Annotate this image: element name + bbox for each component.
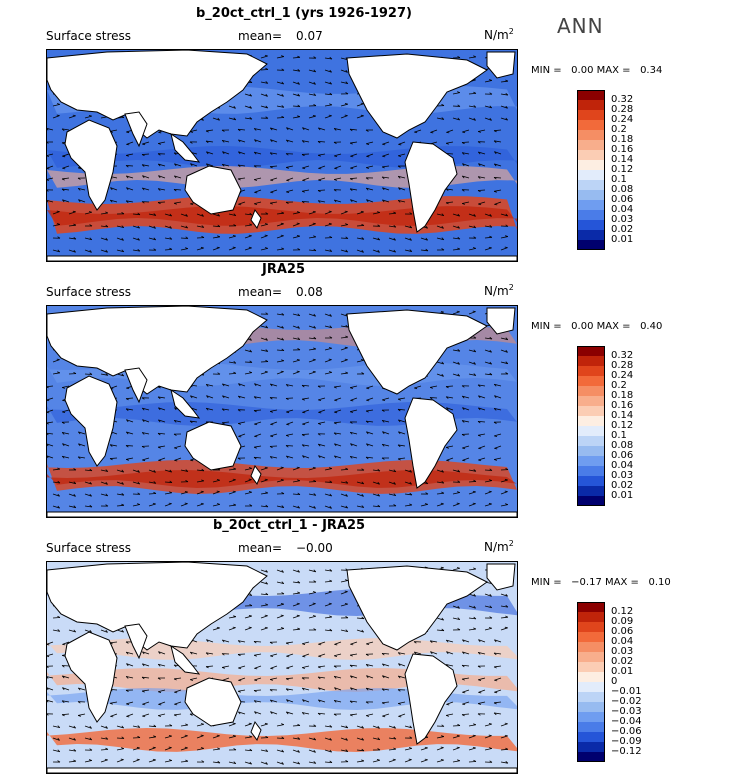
colorbar-tick-label: −0.03 [611, 706, 642, 717]
colorbar-tick-label: 0.06 [611, 626, 634, 637]
panel-2-minmax: MIN = 0.00 MAX = 0.40 [531, 321, 663, 332]
colorbar-tick-label: 0.02 [611, 656, 634, 667]
panel-1-mean-value: 0.07 [296, 29, 323, 43]
panel-3-map [46, 561, 518, 774]
colorbar-tick-label: 0.2 [611, 124, 627, 135]
colorbar-tick-label: 0.1 [611, 430, 627, 441]
colorbar-tick-label: 0.24 [611, 370, 634, 381]
colorbar-tick-label: 0.14 [611, 154, 634, 165]
colorbar-frame [577, 90, 605, 250]
panel-2-field-label: Surface stress [46, 285, 132, 299]
colorbar-tick-label: 0.32 [611, 350, 634, 361]
colorbar-tick-label: 0.2 [611, 380, 627, 391]
colorbar-tick-label: 0.14 [611, 410, 634, 421]
panel-2-title: JRA25 [262, 262, 305, 277]
colorbar-tick-label: −0.06 [611, 726, 642, 737]
colorbar-tick-label: 0.24 [611, 114, 634, 125]
panel-1-title: b_20ct_ctrl_1 (yrs 1926-1927) [196, 6, 412, 21]
colorbar-tick-label: 0.03 [611, 214, 634, 225]
colorbar-tick-label: 0.16 [611, 144, 634, 155]
colorbar-tick-label: 0.08 [611, 440, 634, 451]
panel-2-mean-label: mean= [238, 285, 283, 299]
colorbar-tick-label: −0.09 [611, 736, 642, 747]
panel-1-field-label: Surface stress [46, 29, 132, 43]
colorbar-tick-label: −0.04 [611, 716, 642, 727]
colorbar-tick-label: 0.1 [611, 174, 627, 185]
colorbar-tick-label: 0.18 [611, 390, 634, 401]
colorbar-tick-label: 0.06 [611, 450, 634, 461]
colorbar-tick-label: 0.02 [611, 224, 634, 235]
colorbar-tick-label: 0.04 [611, 460, 634, 471]
colorbar-tick-label: 0.01 [611, 234, 634, 245]
colorbar-tick-label: 0.12 [611, 606, 634, 617]
panel-3-mean-value: −0.00 [296, 541, 333, 555]
panel-2-map [46, 305, 518, 518]
panel-1-mean-label: mean= [238, 29, 283, 43]
panel-3-minmax: MIN = −0.17 MAX = 0.10 [531, 577, 671, 588]
colorbar-tick-label: 0.32 [611, 94, 634, 105]
colorbar-frame [577, 602, 605, 762]
season-label: ANN [557, 14, 604, 38]
panel-3-title: b_20ct_ctrl_1 - JRA25 [213, 518, 366, 533]
colorbar-tick-label: 0.03 [611, 470, 634, 481]
panel-3-field-label: Surface stress [46, 541, 132, 555]
colorbar-tick-label: 0.28 [611, 104, 634, 115]
colorbar-tick-label: 0.03 [611, 646, 634, 657]
colorbar-tick-label: 0 [611, 676, 618, 687]
colorbar-tick-label: 0.01 [611, 666, 634, 677]
colorbar-tick-label: 0.04 [611, 636, 634, 647]
colorbar-tick-label: 0.04 [611, 204, 634, 215]
panel-2-mean-value: 0.08 [296, 285, 323, 299]
colorbar-tick-label: 0.09 [611, 616, 634, 627]
panel-3-units: N/m2 [484, 539, 514, 554]
panel-1-minmax: MIN = 0.00 MAX = 0.34 [531, 65, 663, 76]
colorbar-tick-label: 0.02 [611, 480, 634, 491]
colorbar-tick-label: 0.12 [611, 164, 634, 175]
panel-3-mean-label: mean= [238, 541, 283, 555]
colorbar-tick-label: 0.18 [611, 134, 634, 145]
panel-1-map [46, 49, 518, 262]
colorbar-tick-label: −0.01 [611, 686, 642, 697]
colorbar-tick-label: 0.28 [611, 360, 634, 371]
colorbar-tick-label: 0.12 [611, 420, 634, 431]
colorbar-tick-label: −0.02 [611, 696, 642, 707]
panel-2-units: N/m2 [484, 283, 514, 298]
colorbar-tick-label: 0.06 [611, 194, 634, 205]
colorbar-tick-label: 0.16 [611, 400, 634, 411]
colorbar-tick-label: 0.01 [611, 490, 634, 501]
colorbar-tick-label: −0.12 [611, 746, 642, 757]
colorbar-frame [577, 346, 605, 506]
panel-1-units: N/m2 [484, 27, 514, 42]
colorbar-tick-label: 0.08 [611, 184, 634, 195]
